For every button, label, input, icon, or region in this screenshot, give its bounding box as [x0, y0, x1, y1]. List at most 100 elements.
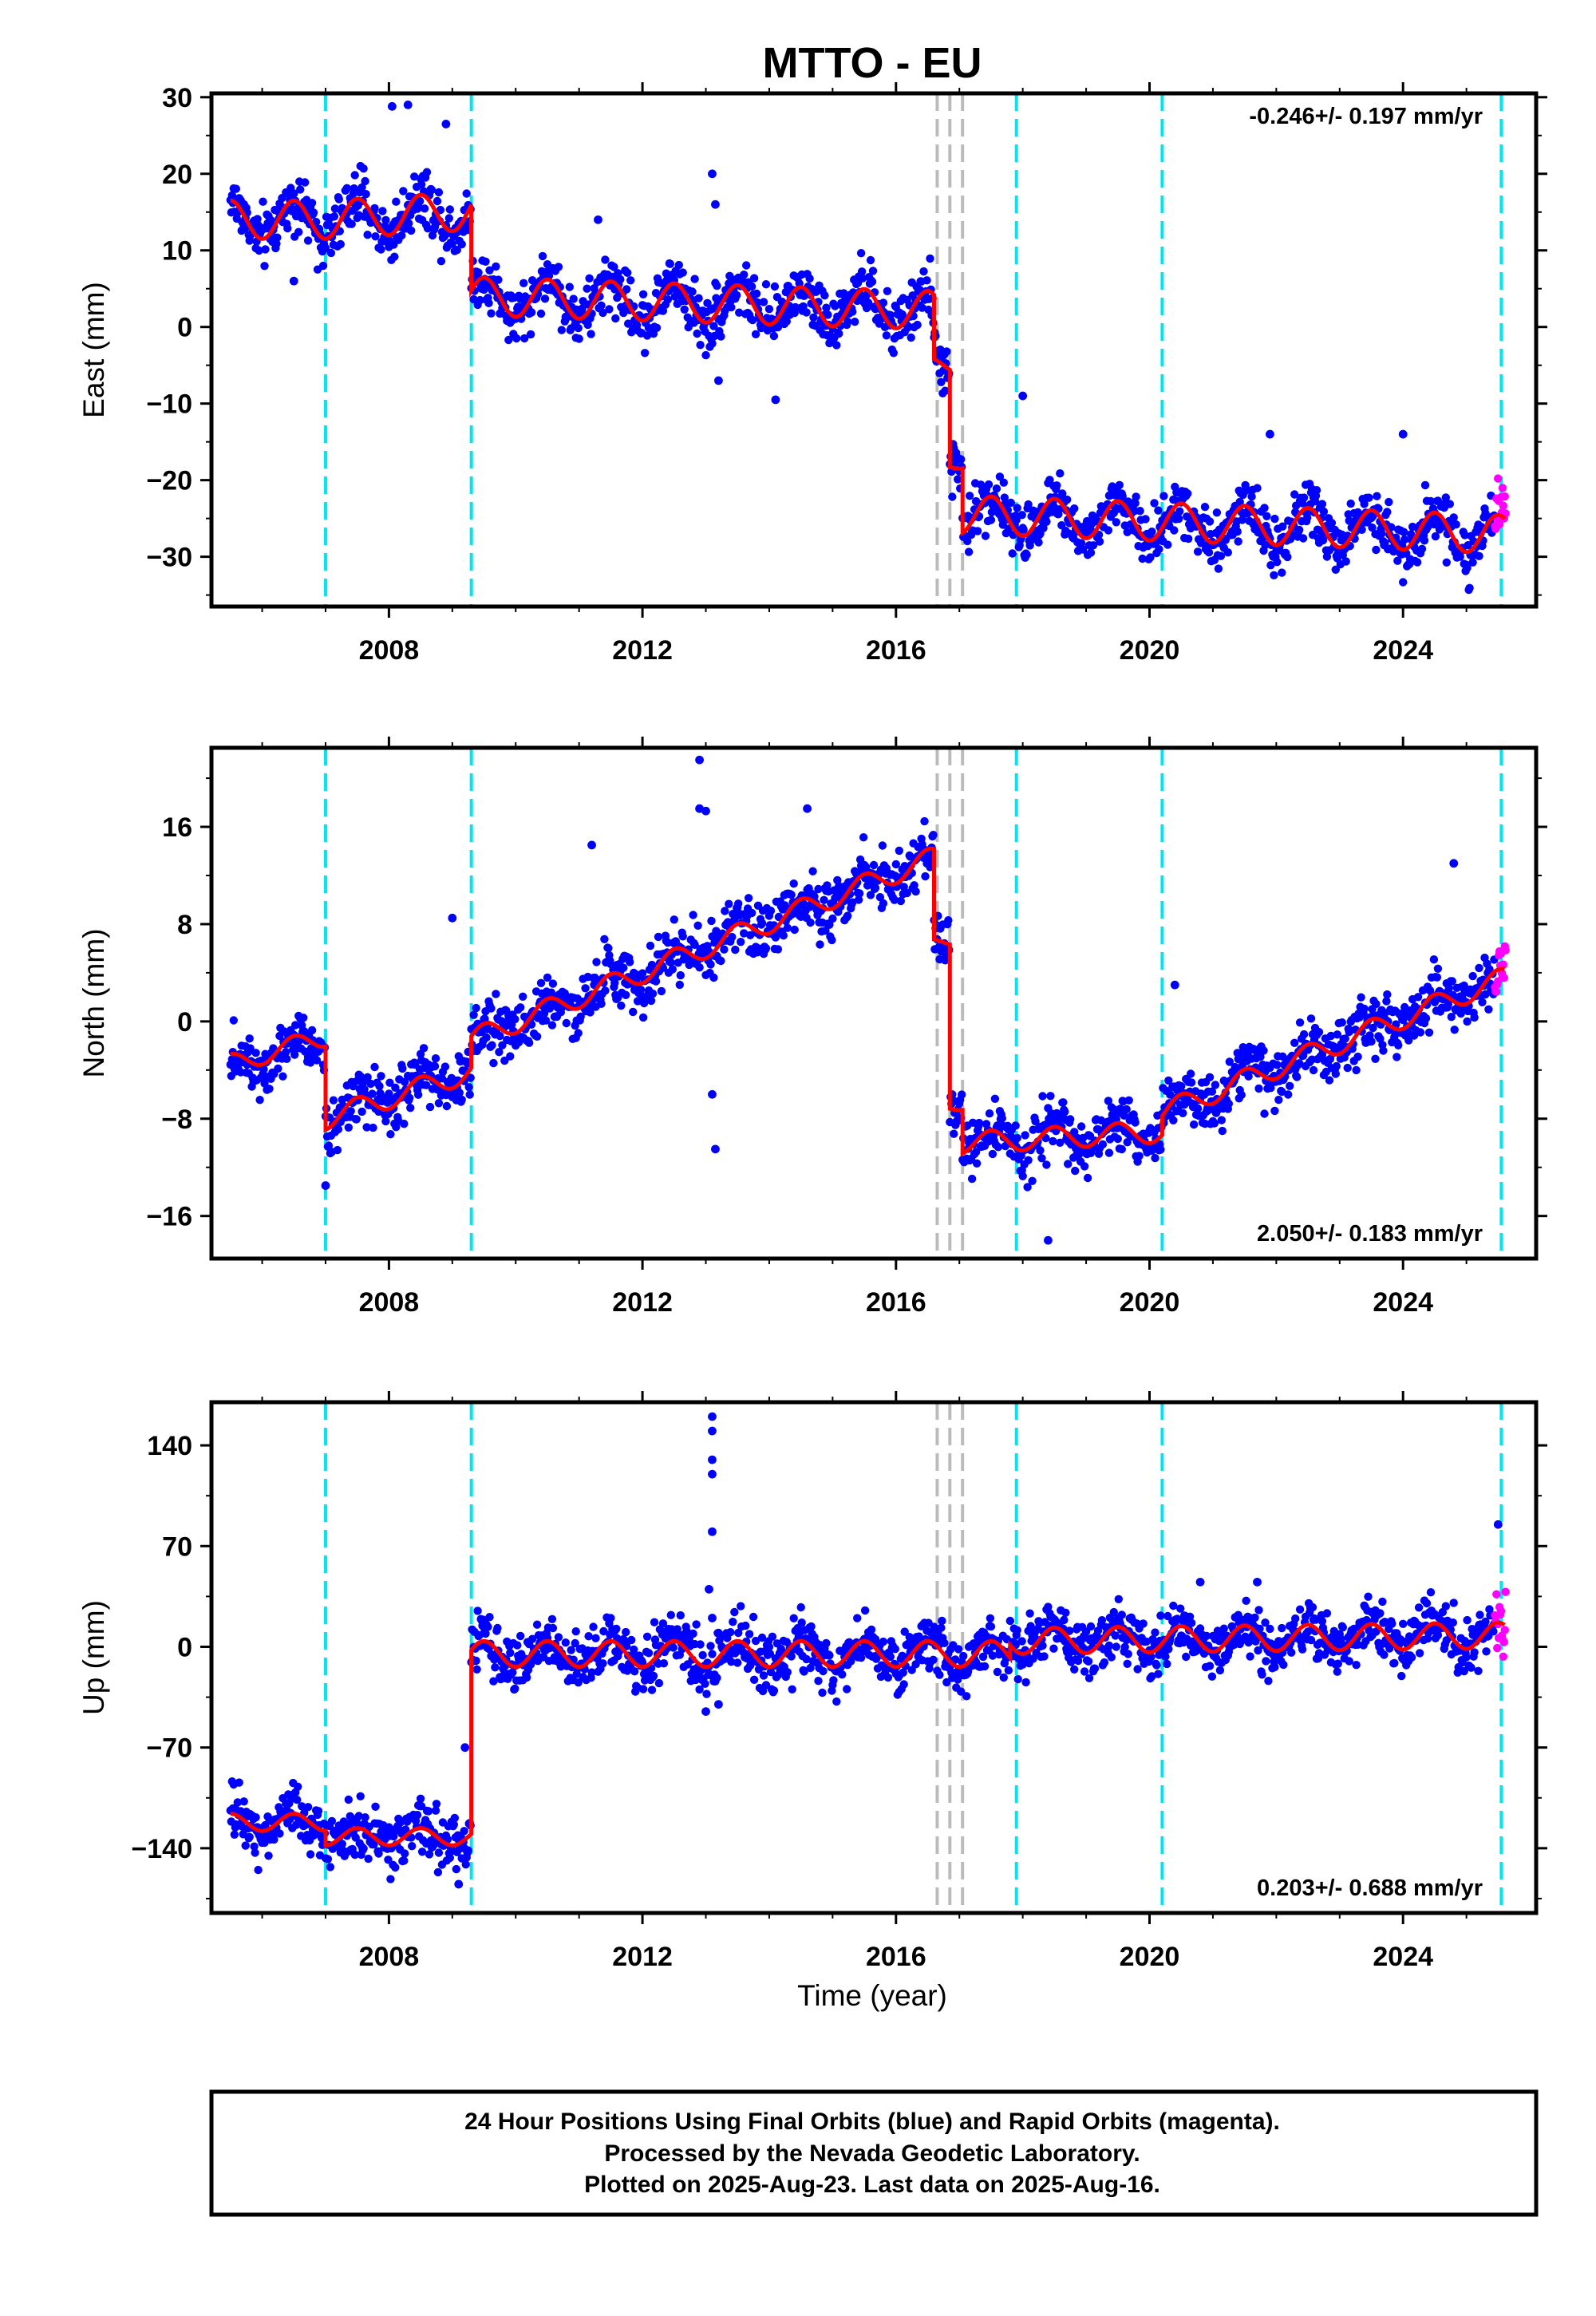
up-obs-point: [930, 1622, 938, 1631]
up-obs-point: [1397, 1671, 1406, 1681]
east-obs-point: [601, 255, 610, 264]
up-obs-point: [860, 1606, 870, 1615]
east-obs-point: [1365, 493, 1373, 502]
up-obs-point: [424, 1807, 433, 1816]
east-obs-point: [694, 294, 703, 302]
north-obs-point: [890, 895, 899, 904]
north-outlier-point: [1170, 980, 1179, 990]
up-obs-point: [241, 1841, 250, 1850]
north-observations: [226, 755, 1510, 1245]
north-obs-point: [871, 883, 880, 892]
north-obs-point: [1071, 1166, 1080, 1176]
east-obs-point: [1317, 500, 1327, 508]
east-obs-point: [347, 219, 356, 228]
north-rapid-point: [1492, 987, 1501, 996]
east-obs-point: [1175, 507, 1184, 516]
north-obs-point: [972, 1159, 982, 1168]
east-obs-point: [1141, 515, 1150, 524]
north-obs-point: [1256, 1053, 1265, 1061]
east-obs-point: [1204, 548, 1214, 557]
up-obs-point: [433, 1867, 443, 1877]
east-obs-point: [1045, 476, 1054, 484]
north-obs-point: [255, 1096, 264, 1105]
north-obs-point: [312, 1056, 322, 1065]
east-obs-point: [444, 214, 453, 223]
north-obs-point: [1021, 1131, 1029, 1140]
east-obs-point: [1053, 481, 1061, 490]
up-obs-point: [254, 1865, 263, 1875]
north-obs-point: [482, 1033, 491, 1042]
up-obs-point: [327, 1816, 337, 1826]
north-obs-point: [1325, 1076, 1334, 1085]
up-obs-point: [937, 1623, 946, 1632]
north-obs-point: [1298, 1051, 1308, 1061]
north-obs-point: [806, 918, 815, 927]
north-obs-point: [1290, 1038, 1299, 1048]
up-obs-point: [1176, 1604, 1185, 1613]
up-obs-point: [431, 1806, 440, 1815]
north-obs-point: [381, 1117, 390, 1126]
north-obs-point: [574, 1029, 583, 1037]
east-obs-point: [1441, 493, 1451, 502]
north-obs-point: [1332, 1061, 1341, 1071]
up-obs-point: [1333, 1667, 1342, 1676]
east-obs-point: [1112, 518, 1121, 527]
east-obs-point: [770, 282, 780, 291]
up-obs-point: [251, 1848, 259, 1857]
east-obs-point: [1088, 541, 1098, 550]
north-obs-point: [944, 916, 953, 925]
up-obs-point: [1148, 1672, 1156, 1681]
north-obs-point: [1224, 1099, 1234, 1109]
north-obs-point: [464, 1083, 473, 1092]
north-obs-point: [406, 1104, 415, 1113]
north-obs-point: [895, 846, 904, 856]
east-obs-point: [420, 204, 429, 213]
east-obs-point: [1412, 558, 1422, 567]
north-outlier-point: [1044, 1235, 1053, 1245]
east-obs-point: [1132, 492, 1140, 501]
north-obs-point: [619, 963, 628, 972]
north-obs-point: [638, 969, 647, 978]
east-obs-point: [1022, 550, 1031, 559]
east-obs-point: [680, 305, 689, 314]
east-obs-point: [1319, 507, 1329, 516]
north-obs-point: [816, 940, 824, 949]
up-obs-point: [245, 1832, 254, 1841]
north-obs-point: [457, 1095, 466, 1105]
north-obs-point: [731, 945, 740, 954]
up-obs-point: [416, 1794, 425, 1803]
up-obs-point: [548, 1623, 558, 1633]
up-obs-point: [867, 1625, 876, 1634]
north-rate-label: 2.050+/- 0.183 mm/yr: [1257, 1221, 1483, 1247]
up-obs-point: [314, 1807, 323, 1816]
north-obs-point: [1270, 1106, 1279, 1116]
east-obs-point: [392, 197, 401, 206]
east-obs-point: [1175, 514, 1183, 524]
up-obs-point: [1254, 1606, 1263, 1614]
north-obs-point: [828, 935, 836, 945]
east-obs-point: [259, 197, 267, 206]
east-obs-point: [652, 323, 662, 332]
east-obs-point: [1445, 500, 1455, 508]
up-obs-point: [513, 1641, 522, 1650]
east-obs-point: [1042, 517, 1051, 526]
north-obs-point: [604, 943, 613, 953]
east-obs-point: [1372, 545, 1381, 555]
north-obs-point: [1061, 1107, 1069, 1117]
up-obs-point: [1338, 1623, 1348, 1632]
north-obs-point: [998, 1114, 1007, 1123]
north-obs-point: [1098, 1140, 1108, 1149]
north-obs-point: [1306, 1014, 1316, 1023]
north-xtick-label: 2016: [866, 1287, 926, 1318]
north-obs-point: [1416, 1028, 1425, 1037]
up-obs-point: [957, 1687, 966, 1696]
east-obs-point: [330, 212, 339, 221]
east-obs-point: [1260, 504, 1269, 512]
north-obs-point: [629, 1007, 638, 1017]
north-obs-point: [455, 1089, 464, 1097]
east-obs-point: [717, 332, 725, 341]
north-obs-point: [1430, 998, 1440, 1007]
east-obs-point: [843, 317, 852, 326]
north-obs-point: [875, 893, 885, 902]
east-obs-point: [427, 185, 437, 195]
